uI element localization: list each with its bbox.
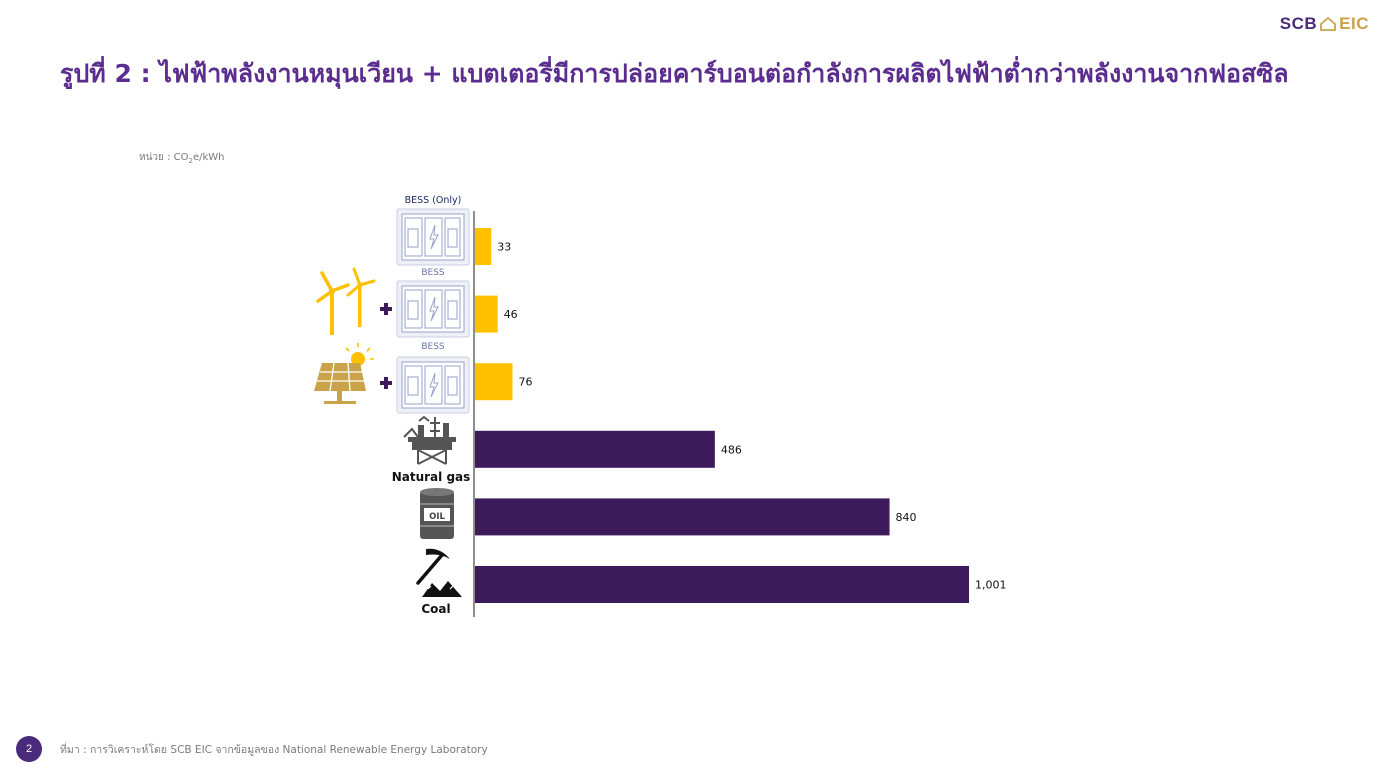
bar-oil: [475, 498, 890, 536]
bess-label: BESS: [421, 268, 445, 278]
bar-coal: [475, 566, 969, 603]
gas-rig-icon: [403, 415, 456, 465]
oil-category: OIL: [420, 488, 454, 539]
data-label: 76: [519, 376, 533, 389]
data-label: 33: [497, 241, 511, 254]
natural-gas-label: Natural gas: [392, 470, 471, 484]
bar-natural-gas: [475, 430, 715, 468]
coal-category: Coal: [416, 548, 462, 616]
natural-gas-category: Natural gas: [392, 415, 471, 484]
solar-panel-icon: [314, 343, 374, 404]
oil-barrel-text: OIL: [429, 512, 445, 522]
plus-icon: [380, 377, 392, 389]
bess-only-category: BESS (Only): [396, 195, 470, 266]
source-note: ที่มา : การวิเคราะห์โดย SCB EIC จากข้อมู…: [60, 743, 488, 756]
battery-storage-icon: [396, 280, 470, 338]
bess-label: BESS: [421, 342, 445, 352]
bar-bess-only: [475, 228, 492, 265]
unit-label: หน่วย : CO2e/kWh: [139, 152, 225, 165]
wind-bess-category: BESS: [316, 267, 470, 338]
page-number: 2: [16, 736, 42, 762]
solar-bess-category: BESS: [314, 342, 470, 414]
bar-wind-bess: [475, 295, 498, 333]
bess-only-label: BESS (Only): [405, 195, 462, 206]
scb-eic-logo: SCB EIC: [1279, 14, 1369, 33]
oil-barrel-icon: OIL: [420, 488, 454, 539]
coal-pickaxe-icon: [416, 548, 462, 597]
footer: 2 ที่มา : การวิเคราะห์โดย SCB EIC จากข้อ…: [16, 736, 488, 762]
battery-storage-icon: [396, 356, 470, 414]
data-label: 840: [896, 511, 917, 524]
wind-turbine-icon: [316, 267, 376, 335]
bar-series: 33 46 76 486 840 1,001: [475, 228, 1007, 603]
data-label: 46: [504, 308, 518, 321]
house-roof-icon: [1320, 17, 1337, 31]
emission-bar-chart: BESS (Only) BESS BESS: [314, 195, 1007, 617]
page-title: รูปที่ 2 : ไฟฟ้าพลังงานหมุนเวียน + แบตเต…: [60, 59, 1289, 88]
data-label: 1,001: [975, 579, 1007, 592]
data-label: 486: [721, 443, 742, 456]
battery-storage-icon: [396, 208, 470, 266]
coal-label: Coal: [421, 602, 450, 616]
plus-icon: [380, 303, 392, 315]
bar-solar-bess: [475, 363, 513, 401]
